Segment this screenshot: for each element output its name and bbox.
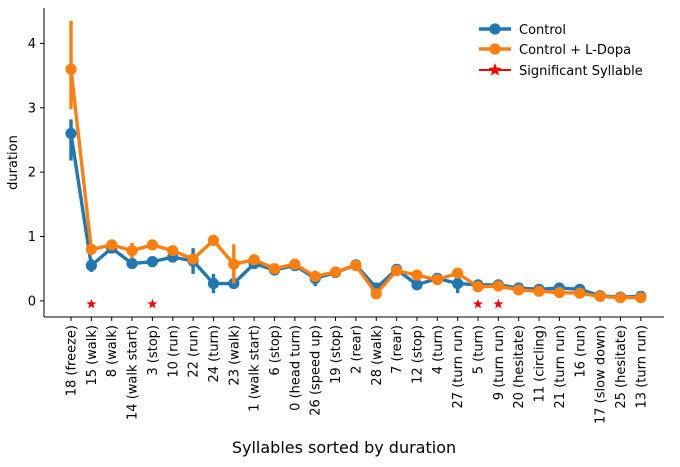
y-tick-label: 3 xyxy=(28,101,36,116)
y-tick-label: 0 xyxy=(28,294,36,309)
x-tick-label: 24 (turn) xyxy=(207,325,222,383)
plot-area xyxy=(65,20,647,309)
significant-star xyxy=(86,298,97,309)
data-point xyxy=(411,279,423,291)
data-point xyxy=(228,258,240,270)
data-point xyxy=(65,127,77,140)
x-tick-label: 9 (turn run) xyxy=(492,325,507,400)
x-tick-label: 20 (hesitate) xyxy=(512,325,527,409)
x-tick-label: 11 (circling) xyxy=(533,325,548,403)
x-tick-label: 15 (walk) xyxy=(85,325,100,386)
data-point xyxy=(289,258,301,270)
data-point xyxy=(146,256,158,268)
y-tick-label: 2 xyxy=(28,166,36,181)
x-tick-label: 25 (hesitate) xyxy=(614,325,629,409)
x-tick-label: 10 (run) xyxy=(166,325,181,378)
data-point xyxy=(329,266,342,278)
data-point xyxy=(594,290,606,302)
data-point xyxy=(574,287,586,299)
data-point xyxy=(553,286,566,299)
significant-star xyxy=(147,298,158,309)
x-tick-label: 22 (run) xyxy=(187,325,202,378)
x-axis-title: Syllables sorted by duration xyxy=(232,438,456,457)
x-tick-label: 27 (turn run) xyxy=(451,325,466,408)
data-point xyxy=(106,239,118,251)
data-point xyxy=(167,245,179,257)
x-tick-label: 17 (slow down) xyxy=(594,325,609,424)
x-tick-label: 26 (speed up) xyxy=(309,325,324,416)
significant-markers xyxy=(86,298,504,309)
data-point xyxy=(248,254,260,266)
data-point xyxy=(85,259,97,272)
data-point xyxy=(635,292,647,304)
data-point xyxy=(268,263,281,275)
legend-marker xyxy=(489,43,501,55)
data-point xyxy=(452,267,464,279)
legend-marker xyxy=(489,23,501,35)
x-tick-label: 3 (stop) xyxy=(146,325,161,376)
data-point xyxy=(126,245,138,257)
data-point xyxy=(391,265,403,277)
series-control xyxy=(65,119,647,303)
x-tick-label: 14 (walk start) xyxy=(126,325,141,420)
x-tick-label: 16 (run) xyxy=(573,325,588,378)
data-point xyxy=(513,284,525,296)
data-point xyxy=(431,274,443,286)
x-tick-label: 8 (walk) xyxy=(105,325,120,377)
data-point xyxy=(452,277,464,290)
data-point xyxy=(411,269,423,281)
data-point xyxy=(533,285,545,297)
legend: Control Control + L-Dopa Significant Sylla… xyxy=(479,23,643,79)
data-point xyxy=(614,292,627,304)
x-tick-label: 2 (rear) xyxy=(349,325,364,374)
significant-star xyxy=(493,298,504,309)
legend-label: Control + L-Dopa xyxy=(519,43,631,58)
significant-star xyxy=(473,298,483,309)
x-tick-label: 4 (turn) xyxy=(431,325,446,374)
x-tick-label: 6 (stop) xyxy=(268,325,283,376)
series-line xyxy=(69,133,641,299)
data-point xyxy=(350,259,362,272)
data-point xyxy=(146,239,158,251)
data-point xyxy=(187,253,199,265)
data-point xyxy=(207,234,220,246)
x-tick-label: 18 (freeze) xyxy=(65,325,80,396)
x-tick-label: 28 (walk) xyxy=(370,325,385,386)
data-point xyxy=(472,281,484,293)
x-tick-label: 23 (walk) xyxy=(227,325,242,386)
data-point xyxy=(492,280,504,292)
x-tick-label: 19 (stop) xyxy=(329,325,344,384)
x-tick-label: 7 (rear) xyxy=(390,325,405,374)
y-tick-label: 1 xyxy=(28,230,36,245)
x-tick-label: 12 (stop) xyxy=(410,325,425,384)
x-tick-label: 5 (turn) xyxy=(472,325,487,374)
legend-label: Control xyxy=(519,23,566,38)
data-point xyxy=(309,270,321,283)
y-axis-title: duration xyxy=(6,135,21,190)
axes: 0 1 2 3 4 18 (freeze) 15 (walk) 8 (walk) 14 (wal… xyxy=(6,8,664,457)
series-control-ldopa xyxy=(65,20,647,304)
legend-marker xyxy=(488,63,502,76)
x-tick-label: 1 (walk start) xyxy=(248,325,263,412)
data-point xyxy=(126,257,138,270)
data-point xyxy=(65,63,77,75)
x-tick-label: 21 (turn run) xyxy=(553,325,568,408)
legend-label: Significant Syllable xyxy=(519,64,643,79)
x-tick-label: 0 (head turn) xyxy=(288,325,303,411)
data-point xyxy=(85,243,97,256)
x-tick-label: 13 (turn run) xyxy=(634,325,649,408)
data-point xyxy=(207,277,220,290)
data-point xyxy=(370,288,382,300)
y-tick-label: 4 xyxy=(28,37,36,52)
